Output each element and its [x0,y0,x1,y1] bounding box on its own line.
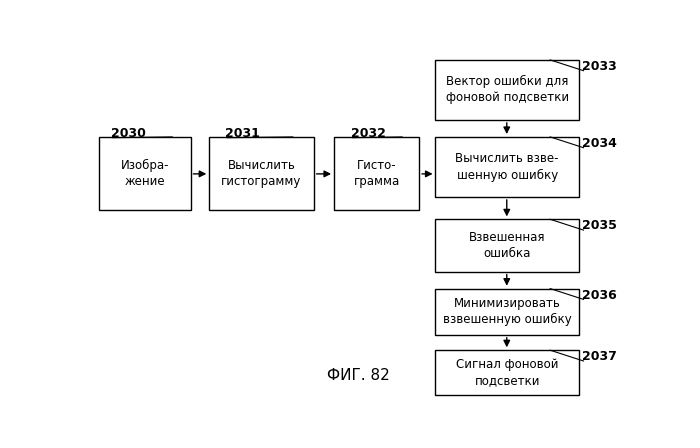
Text: ФИГ. 82: ФИГ. 82 [328,368,390,383]
Text: Минимизировать
взвешенную ошибку: Минимизировать взвешенную ошибку [443,297,571,326]
Bar [435,350,579,395]
Text: Вычислить взве-
шенную ошибку: Вычислить взве- шенную ошибку [456,152,559,181]
Bar [435,220,579,271]
Text: 2033: 2033 [582,60,617,73]
Text: Изобра-
жение: Изобра- жение [120,159,169,188]
Text: Вектор ошибки для
фоновой подсветки: Вектор ошибки для фоновой подсветки [446,75,568,104]
Bar [435,289,579,335]
Text: 2032: 2032 [351,127,386,140]
Text: Вычислить
гистограмму: Вычислить гистограмму [221,159,302,188]
Text: Гисто-
грамма: Гисто- грамма [354,159,400,188]
Bar [99,137,190,210]
Bar [209,137,314,210]
Text: 2035: 2035 [582,220,617,233]
Text: Сигнал фоновой
подсветки: Сигнал фоновой подсветки [456,358,559,387]
Text: 2030: 2030 [111,127,146,140]
Text: 2037: 2037 [582,350,617,363]
Bar [435,137,579,197]
Text: 2036: 2036 [582,289,617,302]
Text: Взвешенная
ошибка: Взвешенная ошибка [469,231,545,260]
Bar [435,60,579,120]
Bar [334,137,419,210]
Text: 2031: 2031 [225,127,260,140]
Text: 2034: 2034 [582,137,617,150]
